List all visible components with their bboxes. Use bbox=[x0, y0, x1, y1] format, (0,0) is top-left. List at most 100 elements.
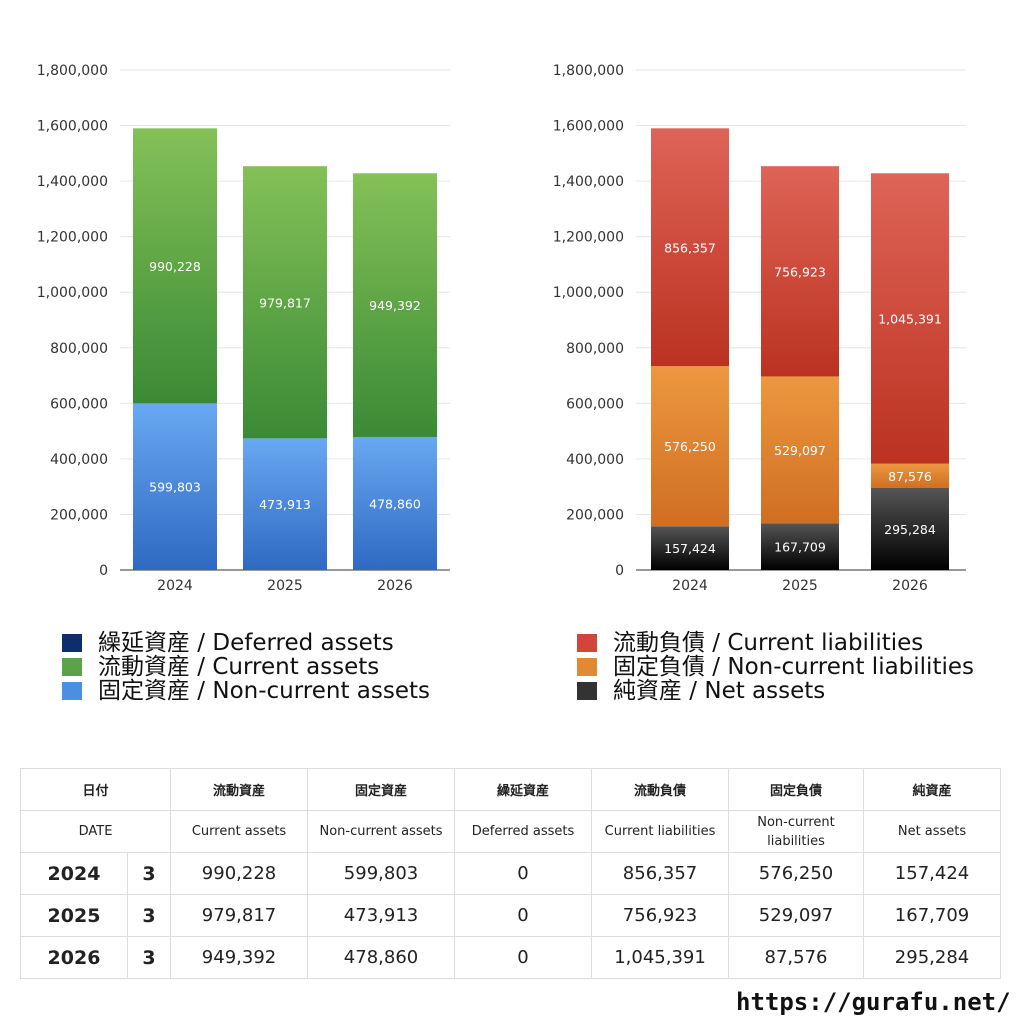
header-current-liabilities-jp: 流動負債 bbox=[591, 768, 730, 811]
data-label: 576,250 bbox=[664, 439, 716, 454]
row-month: 3 bbox=[126, 936, 172, 979]
y-tick-label: 600,000 bbox=[566, 396, 624, 412]
y-tick-label: 800,000 bbox=[566, 341, 624, 357]
y-tick-label: 1,000,000 bbox=[553, 285, 624, 301]
data-label: 599,803 bbox=[149, 480, 201, 495]
data-label: 157,424 bbox=[664, 541, 716, 556]
bar-segment bbox=[651, 366, 729, 527]
y-tick-label: 400,000 bbox=[50, 452, 108, 468]
header-net-assets-jp: 純資産 bbox=[863, 768, 1002, 811]
legend-item: 固定資産 / Non-current assets bbox=[62, 679, 430, 703]
row-year: 2025 bbox=[20, 894, 128, 937]
x-tick-label: 2024 bbox=[157, 578, 193, 594]
bar-segment bbox=[761, 166, 839, 377]
data-label: 473,913 bbox=[259, 497, 311, 512]
y-tick-label: 1,200,000 bbox=[553, 230, 624, 246]
data-label: 856,357 bbox=[664, 240, 716, 255]
y-tick-label: 1,800,000 bbox=[553, 63, 624, 79]
header-net-assets-en: Net assets bbox=[863, 810, 1002, 853]
header-noncurrent-assets-jp: 固定資産 bbox=[307, 768, 456, 811]
data-label: 990,228 bbox=[149, 259, 201, 274]
legend-swatch bbox=[62, 634, 82, 652]
y-tick-label: 1,600,000 bbox=[37, 119, 108, 135]
cell-net-assets: 157,424 bbox=[863, 852, 1002, 895]
y-tick-label: 1,800,000 bbox=[37, 63, 108, 79]
data-label: 529,097 bbox=[774, 443, 826, 458]
legend-label: 固定負債 / Non-current liabilities bbox=[613, 654, 974, 680]
bar-segment bbox=[133, 403, 217, 570]
y-tick-label: 200,000 bbox=[566, 507, 624, 523]
legend-item: 繰延資産 / Deferred assets bbox=[62, 631, 430, 655]
row-month: 3 bbox=[126, 894, 172, 937]
legend-item: 純資産 / Net assets bbox=[577, 679, 974, 703]
data-label: 478,860 bbox=[369, 496, 421, 511]
cell-deferred-assets: 0 bbox=[454, 894, 593, 937]
legend-label: 繰延資産 / Deferred assets bbox=[98, 630, 394, 656]
header-date-en: DATE bbox=[19, 810, 172, 853]
y-tick-label: 1,000,000 bbox=[37, 285, 108, 301]
row-year: 2024 bbox=[20, 852, 128, 895]
cell-noncurrent-liabilities: 529,097 bbox=[728, 894, 865, 937]
data-label: 949,392 bbox=[369, 298, 421, 313]
x-tick-label: 2024 bbox=[672, 578, 708, 594]
header-noncurrent-liabilities-jp: 固定負債 bbox=[728, 768, 865, 811]
bar-segment bbox=[761, 376, 839, 524]
data-label: 979,817 bbox=[259, 295, 311, 310]
bar-segment bbox=[133, 128, 217, 404]
table-header-jp: 日付 流動資産 固定資産 繰延資産 流動負債 固定負債 純資産 bbox=[19, 768, 1002, 811]
row-month: 3 bbox=[126, 852, 172, 895]
cell-net-assets: 295,284 bbox=[863, 936, 1002, 979]
y-tick-label: 600,000 bbox=[50, 396, 108, 412]
legend-item: 固定負債 / Non-current liabilities bbox=[577, 655, 974, 679]
header-date-jp: 日付 bbox=[19, 768, 172, 811]
legend-swatch bbox=[62, 658, 82, 676]
y-tick-label: 1,400,000 bbox=[553, 174, 624, 190]
data-label: 756,923 bbox=[774, 264, 826, 279]
x-tick-label: 2025 bbox=[267, 578, 303, 594]
site-url[interactable]: https://gurafu.net/ bbox=[736, 988, 1011, 1016]
data-label: 295,284 bbox=[884, 522, 936, 537]
cell-current-liabilities: 756,923 bbox=[591, 894, 730, 937]
x-tick-label: 2025 bbox=[782, 578, 818, 594]
y-tick-label: 400,000 bbox=[566, 452, 624, 468]
bar-segment bbox=[651, 526, 729, 570]
bar-segment bbox=[651, 128, 729, 367]
cell-noncurrent-liabilities: 87,576 bbox=[728, 936, 865, 979]
bar-segment bbox=[243, 438, 327, 570]
cell-noncurrent-assets: 599,803 bbox=[307, 852, 456, 895]
assets-chart: 0 200,000 400,000 600,000 800,000 1,000,000 1,… bbox=[37, 63, 450, 594]
table-row: 2025 3 979,817 473,913 0 756,923 529,097… bbox=[20, 894, 1002, 937]
y-tick-label: 1,600,000 bbox=[553, 119, 624, 135]
legend-swatch bbox=[577, 634, 597, 652]
y-tick-label: 1,400,000 bbox=[37, 174, 108, 190]
cell-noncurrent-liabilities: 576,250 bbox=[728, 852, 865, 895]
legend-swatch bbox=[577, 658, 597, 676]
data-label: 167,709 bbox=[774, 540, 826, 555]
y-tick-label: 800,000 bbox=[50, 341, 108, 357]
legend-item: 流動負債 / Current liabilities bbox=[577, 631, 974, 655]
x-tick-label: 2026 bbox=[892, 578, 928, 594]
bar-segment bbox=[353, 436, 437, 570]
table-row: 2024 3 990,228 599,803 0 856,357 576,250… bbox=[20, 852, 1002, 895]
bar-segment bbox=[871, 463, 949, 488]
liabilities-legend: 流動負債 / Current liabilities 固定負債 / Non-cur… bbox=[577, 631, 974, 703]
assets-legend: 繰延資産 / Deferred assets 流動資産 / Current ass… bbox=[62, 631, 430, 703]
header-deferred-assets-en: Deferred assets bbox=[454, 810, 593, 853]
header-deferred-assets-jp: 繰延資産 bbox=[454, 768, 593, 811]
balance-table: 日付 流動資産 固定資産 繰延資産 流動負債 固定負債 純資産 DATE Cur… bbox=[19, 768, 1002, 979]
legend-item: 流動資産 / Current assets bbox=[62, 655, 430, 679]
header-current-assets-en: Current assets bbox=[170, 810, 309, 853]
cell-current-liabilities: 856,357 bbox=[591, 852, 730, 895]
legend-label: 固定資産 / Non-current assets bbox=[98, 678, 431, 704]
row-year: 2026 bbox=[20, 936, 128, 979]
table-header-en: DATE Current assets Non-current assets D… bbox=[19, 810, 1002, 853]
legend-swatch bbox=[62, 682, 82, 700]
cell-deferred-assets: 0 bbox=[454, 936, 593, 979]
header-noncurrent-liabilities-en: Non-current liabilities bbox=[728, 810, 865, 853]
balance-sheet-charts: 0 200,000 400,000 600,000 800,000 1,000,000 1,… bbox=[37, 63, 966, 594]
header-current-liabilities-en: Current liabilities bbox=[591, 810, 730, 853]
y-tick-label: 200,000 bbox=[50, 507, 108, 523]
table-row: 2026 3 949,392 478,860 0 1,045,391 87,57… bbox=[20, 936, 1002, 979]
legend-label: 純資産 / Net assets bbox=[613, 678, 826, 704]
header-noncurrent-assets-en: Non-current assets bbox=[307, 810, 456, 853]
